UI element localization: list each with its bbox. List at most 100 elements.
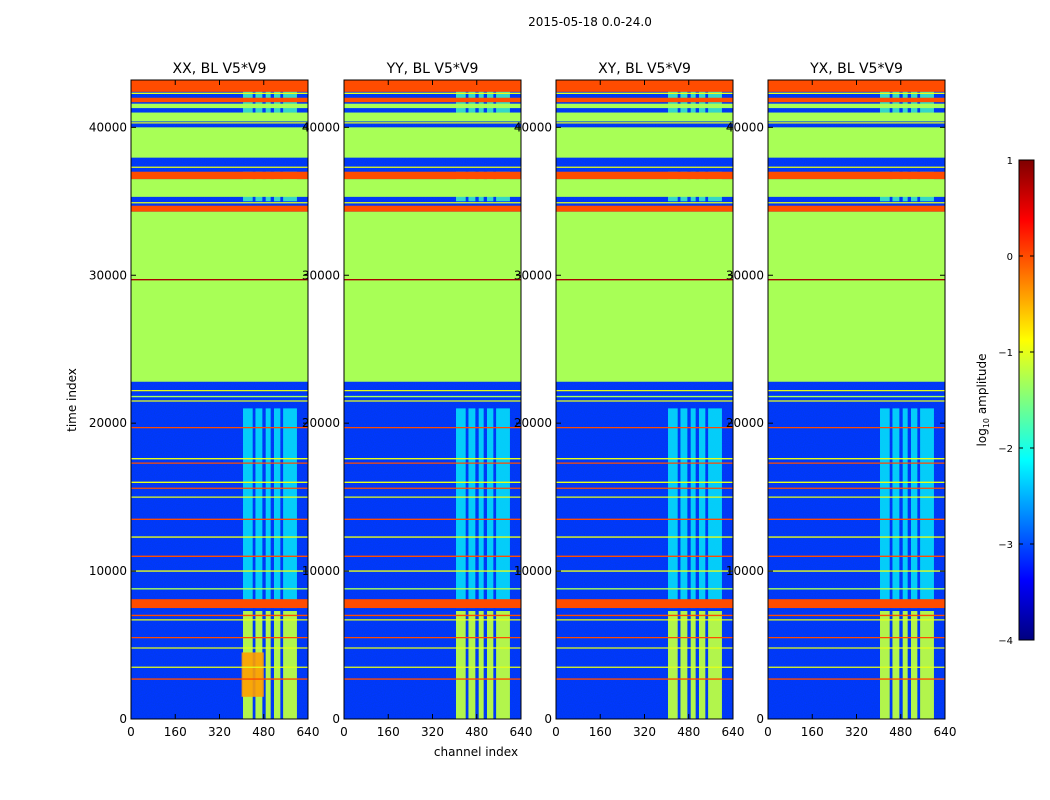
active-channel-band-top (910, 80, 918, 113)
active-channel-band (910, 408, 918, 609)
active-channel-band (456, 408, 466, 609)
active-channel-band (902, 408, 908, 609)
flagged-block (344, 80, 521, 92)
x-tick-label: 320 (633, 725, 656, 739)
active-channel-band-strong (496, 611, 510, 719)
active-channel-band-top (880, 80, 890, 113)
flagged-block (344, 211, 521, 382)
y-tick-label: 20000 (89, 416, 127, 430)
active-channel-band-strong (892, 611, 900, 719)
y-tick-label: 20000 (726, 416, 764, 430)
panels-group: XX, BL V5*V9 0 160 320 480 640 0 10000 20000 3000… (89, 61, 957, 739)
flagged-block (556, 127, 733, 158)
y-tick-label: 10000 (726, 564, 764, 578)
flagged-block (344, 103, 521, 109)
y-tick-label: 10000 (302, 564, 340, 578)
active-channel-band-top (265, 80, 271, 113)
flagged-block (344, 127, 521, 158)
active-channel-band-strong (902, 611, 908, 719)
flagged-block (556, 179, 733, 197)
active-channel-band-strong (698, 611, 706, 719)
active-channel-band-strong (690, 611, 696, 719)
x-tick-label: 160 (801, 725, 824, 739)
flagged-block (344, 599, 521, 609)
x-tick-label: 480 (677, 725, 700, 739)
flagged-block (131, 179, 308, 197)
active-channel-band-strong (486, 611, 494, 719)
active-channel-band-strong (468, 611, 476, 719)
active-channel-band-top (478, 80, 484, 113)
panel-title: XX, BL V5*V9 (173, 61, 267, 77)
y-tick-label: 30000 (89, 268, 127, 282)
x-tick-label: 160 (589, 725, 612, 739)
flagged-block (768, 179, 945, 197)
x-tick-label: 320 (845, 725, 868, 739)
active-channel-band (496, 408, 510, 609)
x-tick-label: 0 (764, 725, 772, 739)
x-axis-label: channel index (434, 745, 518, 759)
panel-2: YY, BL V5*V9 0 160 320 480 640 0 10000 20000 3000… (302, 61, 533, 739)
y-tick-label: 0 (756, 712, 764, 726)
panel-title: YX, BL V5*V9 (809, 61, 903, 77)
active-channel-band (468, 408, 476, 609)
active-channel-band-strong (456, 611, 466, 719)
flagged-block (344, 97, 521, 103)
hot-patch (241, 652, 264, 697)
active-channel-band (680, 408, 688, 609)
panel-3: XY, BL V5*V9 0 160 320 480 640 0 10000 20000 3000… (514, 61, 745, 739)
active-channel-band-top (273, 80, 281, 113)
flagged-block (768, 171, 945, 180)
flagged-block (556, 205, 733, 212)
y-tick-label: 30000 (726, 268, 764, 282)
active-channel-band-strong (668, 611, 678, 719)
active-channel-band-strong (273, 611, 281, 719)
y-tick-label: 0 (544, 712, 552, 726)
x-tick-label: 320 (421, 725, 444, 739)
active-channel-band-strong (880, 611, 890, 719)
active-channel-band-top (698, 80, 706, 113)
x-tick-label: 640 (722, 725, 745, 739)
flagged-block (768, 211, 945, 382)
flagged-block (131, 80, 308, 92)
y-tick-label: 40000 (89, 120, 127, 134)
flagged-block (131, 599, 308, 609)
flagged-block (556, 103, 733, 109)
active-channel-band (255, 408, 263, 609)
flagged-block (556, 112, 733, 122)
panel-1: XX, BL V5*V9 0 160 320 480 640 0 10000 20000 3000… (89, 61, 320, 739)
y-axis-label: time index (65, 368, 79, 432)
panel-4: YX, BL V5*V9 0 160 320 480 640 0 10000 20000 3000… (726, 61, 957, 739)
active-channel-band-top (486, 80, 494, 113)
active-channel-band (668, 408, 678, 609)
flagged-block (131, 211, 308, 382)
colorbar-tick-label: −2 (998, 444, 1013, 455)
y-tick-label: 40000 (726, 120, 764, 134)
active-channel-band-strong (680, 611, 688, 719)
flagged-block (768, 103, 945, 109)
flagged-block (768, 127, 945, 158)
x-tick-label: 0 (552, 725, 560, 739)
panel-title: YY, BL V5*V9 (386, 61, 479, 77)
flagged-block (131, 112, 308, 122)
x-tick-label: 480 (252, 725, 275, 739)
active-channel-band (265, 408, 271, 609)
flagged-block (344, 171, 521, 180)
flagged-block (131, 205, 308, 212)
flagged-block (556, 80, 733, 92)
active-channel-band (708, 408, 722, 609)
y-tick-label: 0 (332, 712, 340, 726)
active-channel-band-strong (283, 611, 297, 719)
y-tick-label: 40000 (302, 120, 340, 134)
x-tick-label: 480 (465, 725, 488, 739)
colorbar-tick-label: 0 (1007, 252, 1013, 263)
colorbar-gradient (1018, 159, 1035, 641)
colorbar-tick-label: −3 (998, 540, 1013, 551)
active-channel-band (690, 408, 696, 609)
flagged-block (768, 97, 945, 103)
y-tick-label: 10000 (89, 564, 127, 578)
active-channel-band (243, 408, 253, 609)
x-tick-label: 640 (510, 725, 533, 739)
active-channel-band-top (255, 80, 263, 113)
flagged-block (344, 179, 521, 197)
